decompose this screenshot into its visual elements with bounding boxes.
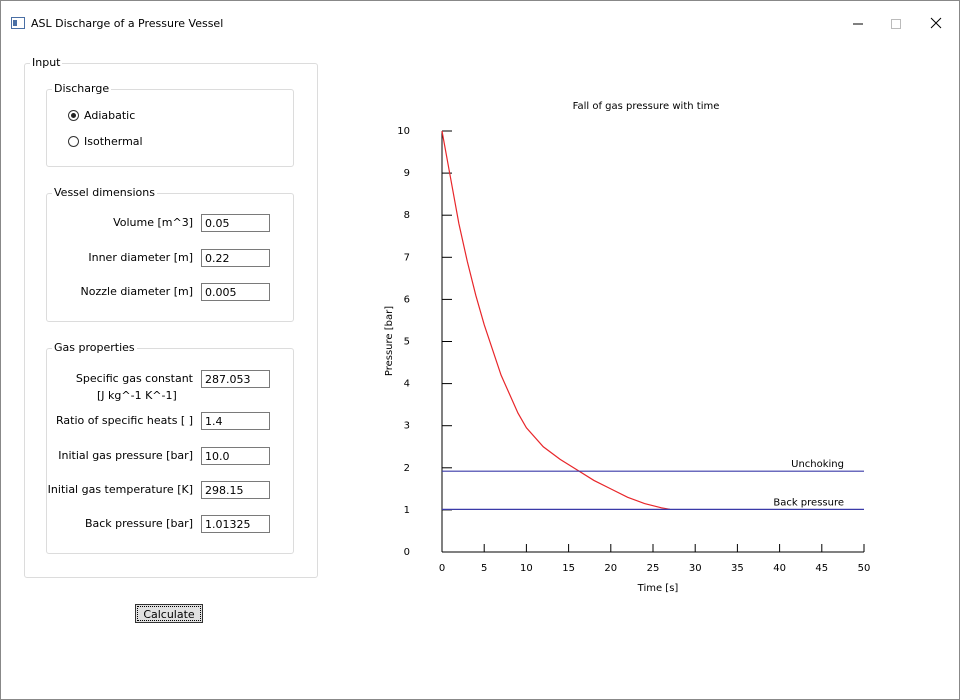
discharge-group: Discharge (46, 82, 294, 167)
maximize[interactable] (891, 19, 901, 29)
radio-label[interactable]: Isothermal (84, 135, 143, 148)
x-tick-label: 30 (689, 563, 702, 574)
y-tick-label: 10 (397, 126, 410, 137)
field-label: Volume [m^3] (113, 216, 193, 229)
vessel-group: Vessel dimensions (46, 186, 294, 322)
field-label: Initial gas pressure [bar] (58, 449, 193, 462)
y-tick-label: 0 (404, 547, 410, 558)
text-box[interactable]: 0.005 (201, 283, 270, 301)
field-label: Back pressure [bar] (84, 517, 193, 530)
field-sublabel: [J kg^-1 K^-1] (97, 389, 177, 402)
y-tick-label: 6 (404, 294, 410, 305)
text-box[interactable]: 1.4 (201, 412, 270, 430)
text-box[interactable]: 1.01325 (201, 515, 270, 533)
field-label: Initial gas temperature [K] (47, 483, 193, 496)
field-label: Nozzle diameter [m] (80, 285, 194, 298)
field-label: Ratio of specific heats [ ] (56, 414, 193, 427)
x-tick-label: 20 (604, 563, 617, 574)
y-tick-label: 9 (404, 168, 410, 179)
calculate-button[interactable]: Calculate (135, 604, 203, 623)
y-tick-label: 5 (404, 337, 410, 348)
radio-button[interactable] (68, 110, 79, 121)
line-label: Back pressure (773, 497, 844, 508)
group-title: Vessel dimensions (52, 186, 157, 199)
close[interactable] (930, 17, 942, 29)
x-tick-label: 5 (481, 563, 487, 574)
app-icon (11, 17, 25, 29)
x-tick-label: 0 (439, 563, 445, 574)
x-tick-label: 40 (773, 563, 786, 574)
text-box[interactable]: 0.05 (201, 214, 270, 232)
chart-title: Fall of gas pressure with time (573, 101, 720, 112)
window-controls[interactable] (841, 11, 951, 35)
x-tick-label: 10 (520, 563, 533, 574)
line-label: Unchoking (791, 459, 844, 470)
window-title: ASL Discharge of a Pressure Vessel (31, 17, 224, 30)
gas-group: Gas properties (46, 341, 294, 554)
y-tick-label: 7 (404, 252, 410, 263)
y-tick-label: 3 (404, 421, 410, 432)
field-label: Specific gas constant (75, 372, 193, 385)
group-title: Input (30, 56, 63, 69)
group-title: Gas properties (52, 341, 137, 354)
x-tick-label: 25 (647, 563, 660, 574)
y-axis-label: Pressure [bar] (384, 306, 395, 376)
text-box[interactable]: 0.22 (201, 249, 270, 267)
x-tick-label: 45 (815, 563, 828, 574)
data-line (441, 130, 670, 510)
radio-label[interactable]: Adiabatic (84, 109, 136, 122)
text-box[interactable]: 298.15 (201, 481, 270, 499)
input-group: Input (24, 56, 318, 578)
y-tick-label: 8 (404, 210, 410, 221)
group-title: Discharge (52, 82, 112, 95)
x-tick-label: 15 (562, 563, 575, 574)
radio-button[interactable] (68, 136, 79, 147)
text-box[interactable]: 287.053 (201, 370, 270, 388)
y-tick-label: 2 (404, 463, 410, 474)
x-axis-label: Time [s] (637, 583, 679, 594)
y-tick-label: 1 (404, 505, 410, 516)
text-box[interactable]: 10.0 (201, 447, 270, 465)
x-tick-label: 50 (858, 563, 871, 574)
y-tick-label: 4 (404, 379, 410, 390)
x-tick-label: 35 (731, 563, 744, 574)
field-label: Inner diameter [m] (88, 251, 193, 264)
